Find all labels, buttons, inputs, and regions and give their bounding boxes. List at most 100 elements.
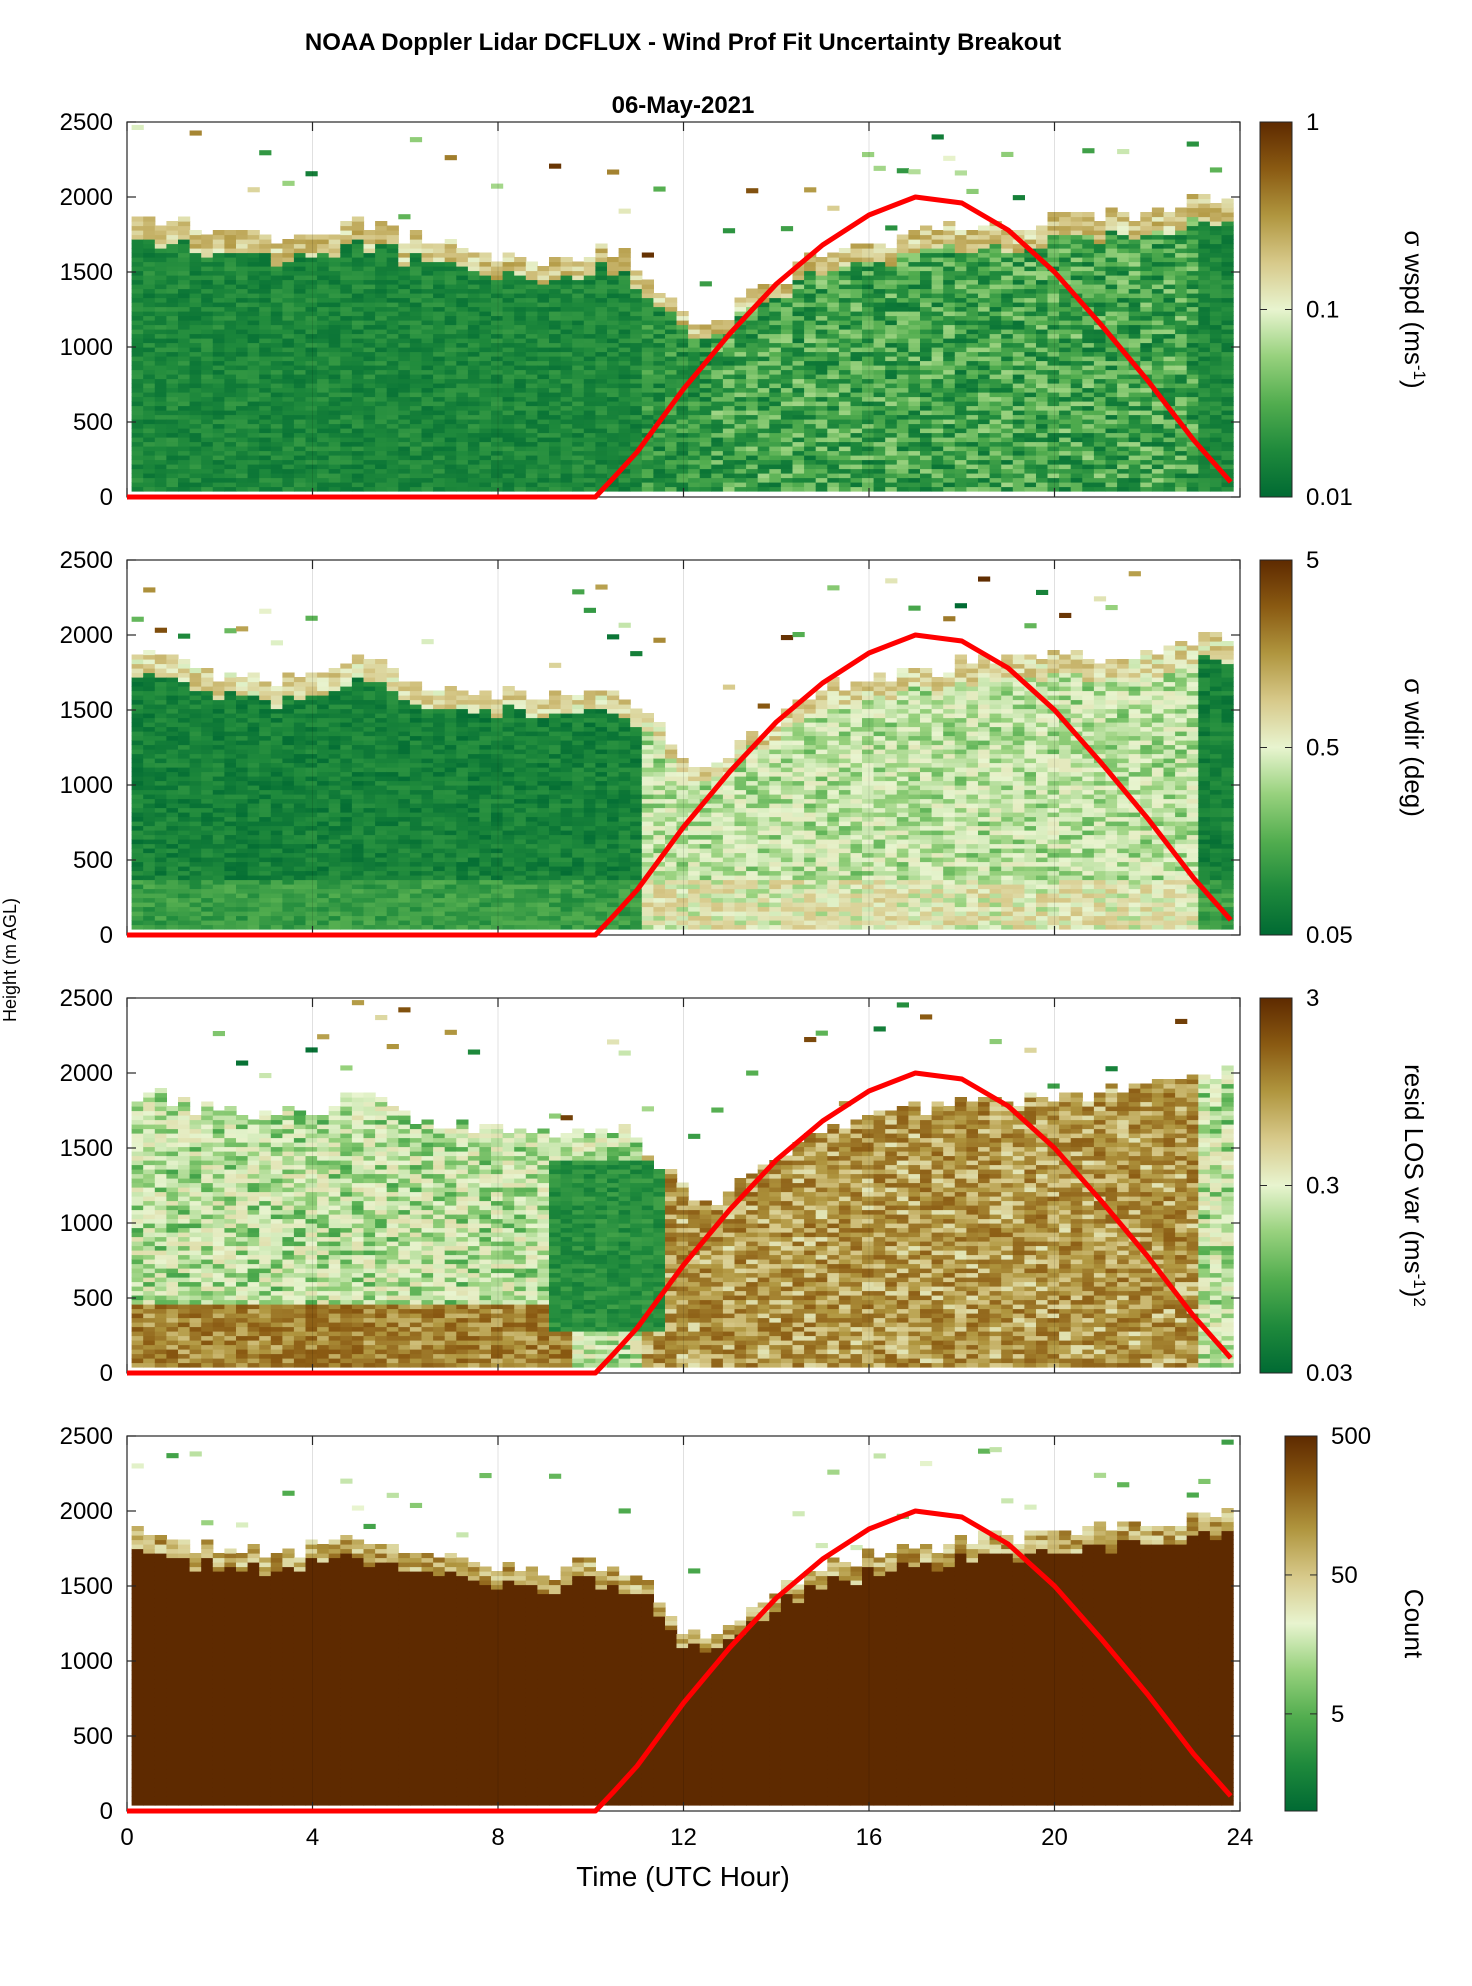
heatmap-cell (804, 428, 817, 434)
heatmap-cell (1012, 437, 1025, 443)
heatmap-cell (224, 477, 237, 483)
heatmap-cell (943, 155, 956, 161)
heatmap-cell (862, 464, 875, 470)
heatmap-cell (896, 482, 909, 488)
heatmap-cell (398, 243, 411, 249)
heatmap-cell (386, 410, 399, 416)
heatmap-cell (1163, 306, 1176, 312)
heatmap-cell (525, 302, 538, 308)
heatmap-cell (873, 315, 886, 321)
heatmap-cell (351, 486, 365, 492)
heatmap-cell (328, 369, 341, 375)
heatmap-cell (792, 401, 805, 407)
heatmap-cell (143, 387, 156, 393)
heatmap-cell (595, 311, 608, 317)
heatmap-cell (340, 428, 353, 434)
heatmap-cell (375, 279, 388, 285)
heatmap-cell (178, 468, 191, 474)
heatmap-cell (154, 320, 167, 326)
heatmap-cell (1059, 257, 1072, 263)
heatmap-cell (1001, 248, 1014, 254)
heatmap-cell (1001, 302, 1014, 308)
heatmap-cell (212, 342, 225, 348)
heatmap-cell (931, 306, 944, 312)
heatmap-cell (653, 464, 666, 470)
heatmap-cell (201, 396, 214, 402)
heatmap-cell (804, 275, 817, 281)
heatmap-cell (166, 356, 179, 362)
heatmap-cell (1151, 320, 1165, 326)
heatmap-cell (340, 365, 353, 371)
heatmap-cell (722, 437, 736, 443)
heatmap-cell (618, 270, 631, 276)
heatmap-cell (943, 378, 956, 384)
heatmap-cell (351, 239, 365, 245)
heatmap-cell (1012, 419, 1025, 425)
heatmap-cell (201, 329, 214, 335)
heatmap-cell (711, 324, 724, 330)
heatmap-cell (479, 288, 492, 294)
heatmap-cell (421, 414, 434, 420)
heatmap-cell (247, 324, 260, 330)
heatmap-cell (896, 437, 909, 443)
heatmap-cell (212, 378, 225, 384)
heatmap-cell (305, 347, 318, 353)
heatmap-cell (920, 225, 933, 231)
heatmap-cell (131, 338, 144, 344)
heatmap-cell (1140, 410, 1153, 416)
heatmap-cell (1093, 347, 1107, 353)
heatmap-cell (479, 455, 492, 461)
heatmap-cell (862, 338, 875, 344)
heatmap-cell (804, 257, 817, 263)
heatmap-cell (375, 360, 388, 366)
heatmap-cell (630, 351, 643, 357)
heatmap-cell (236, 261, 249, 267)
heatmap-cell (212, 428, 225, 434)
heatmap-cell (815, 387, 828, 393)
heatmap-cell (1163, 288, 1176, 294)
heatmap-cell (943, 333, 956, 339)
heatmap-cell (154, 279, 167, 285)
heatmap-cell (386, 243, 399, 249)
heatmap-cell (178, 338, 191, 344)
heatmap-cell (491, 351, 504, 357)
heatmap-cell (502, 311, 515, 317)
heatmap-cell (549, 279, 562, 285)
heatmap-cell (1047, 212, 1060, 218)
heatmap-cell (734, 311, 747, 317)
heatmap-cell (780, 455, 794, 461)
heatmap-cell (375, 392, 388, 398)
heatmap-cell (549, 284, 562, 290)
heatmap-cell (467, 455, 481, 461)
heatmap-cell (1140, 293, 1153, 299)
heatmap-cell (224, 248, 237, 254)
heatmap-cell (931, 270, 944, 276)
heatmap-cell (931, 239, 944, 245)
heatmap-cell (1070, 468, 1083, 474)
heatmap-cell (1105, 446, 1118, 452)
heatmap-cell (491, 374, 504, 380)
heatmap-cell (792, 432, 805, 438)
heatmap-cell (236, 464, 249, 470)
heatmap-cell (375, 419, 388, 425)
heatmap-cell (1128, 378, 1141, 384)
heatmap-cell (282, 401, 295, 407)
heatmap-cell (212, 401, 225, 407)
heatmap-cell (989, 248, 1002, 254)
heatmap-cell (1105, 378, 1118, 384)
heatmap-cell (862, 275, 875, 281)
heatmap-cell (989, 324, 1002, 330)
heatmap-cell (792, 455, 805, 461)
heatmap-cell (1024, 329, 1037, 335)
heatmap-cell (734, 365, 747, 371)
heatmap-cell (804, 446, 817, 452)
heatmap-cell (398, 441, 411, 447)
heatmap-cell (525, 473, 538, 479)
heatmap-cell (1082, 338, 1095, 344)
heatmap-cell (317, 410, 330, 416)
heatmap-cell (525, 275, 538, 281)
heatmap-cell (560, 306, 573, 312)
heatmap-cell (1047, 428, 1060, 434)
heatmap-cell (1082, 365, 1095, 371)
heatmap-cell (630, 464, 643, 470)
